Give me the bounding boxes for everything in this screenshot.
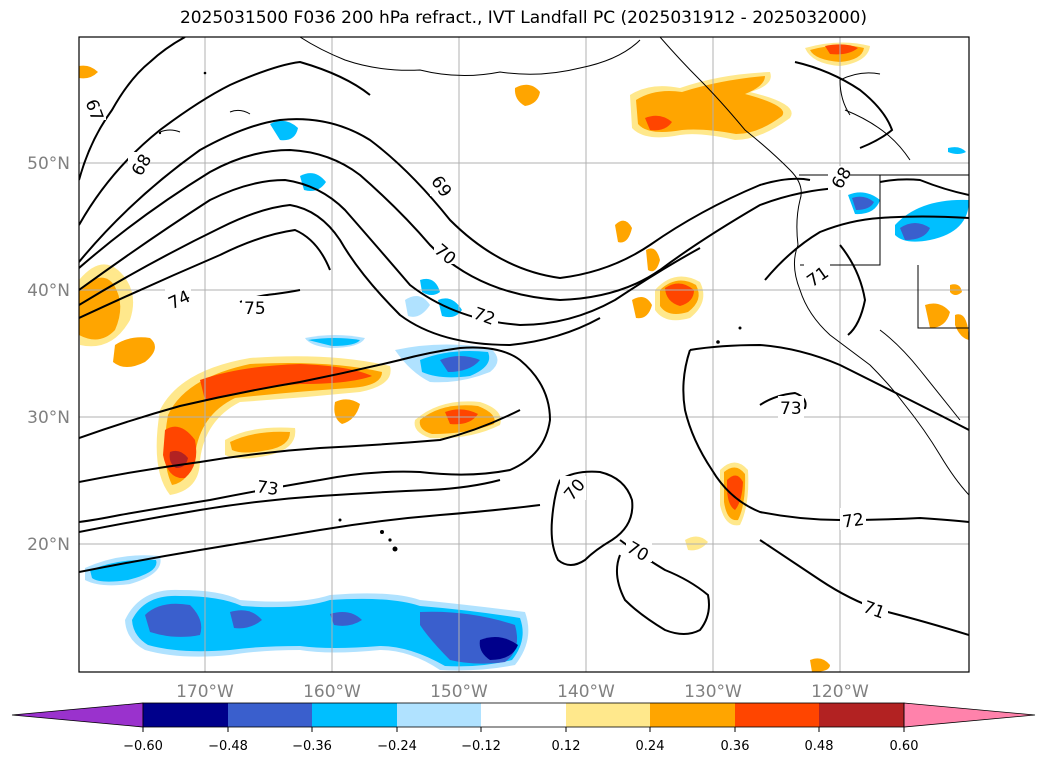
shade-positive [810,658,830,672]
colorbar-ticks [142,727,905,732]
shade-positive [685,536,708,551]
shade-positive [514,84,540,106]
shade-positive [334,399,360,424]
shade-negative [948,147,966,154]
lon-label-150w: 150°W [430,682,488,702]
lon-label-120w: 120°W [811,682,869,702]
map-frame [78,36,970,673]
shade-positive [230,431,290,453]
longitude-labels: 170°W 160°W 150°W 140°W 130°W 120°W [176,682,869,702]
shade-positive [925,303,950,328]
shade-negative [852,196,874,210]
colorbar-tick-label: 0.60 [890,739,919,754]
colorbar-tick-label: −0.48 [208,739,248,754]
colorbar-bin [397,703,481,727]
map-title: 2025031500 F036 200 hPa refract., IVT La… [179,8,867,28]
colorbar-bin [312,703,397,727]
lat-label-20n: 20°N [27,535,70,555]
colorbar-tick-label: −0.60 [123,739,163,754]
shade-positive [79,65,98,79]
contour-label: 73 [255,477,279,500]
colorbar-tick-label: 0.48 [805,739,834,754]
shade-positive [636,76,784,134]
colorbar-bin [143,703,228,727]
latitude-labels: 50°N 40°N 30°N 20°N [27,154,70,555]
colorbar-extend-low [11,702,144,728]
colorbar-bin [566,703,650,727]
shade-positive [615,220,632,243]
shade-negative [308,338,360,346]
shade-negative [270,120,298,141]
shade-negative [405,296,430,317]
lat-label-50n: 50°N [27,154,70,174]
lon-label-160w: 160°W [303,682,361,702]
lon-label-140w: 140°W [557,682,615,702]
lat-label-30n: 30°N [27,408,70,428]
shade-positive [645,115,672,131]
islands [158,71,742,552]
shade-negative [230,610,262,629]
shade-negative [900,223,930,240]
shade-negative [145,603,202,637]
contour-label: 72 [841,510,865,533]
shade-positive [646,248,660,272]
colorbar-tick-label: −0.36 [292,739,332,754]
colorbar-bin [819,703,904,727]
colorbar-extend-high [903,702,1036,728]
colorbar-tick-label: −0.12 [461,739,501,754]
shade-positive [113,337,155,367]
shade-negative [479,636,518,660]
colorbar-bin [228,703,312,727]
contour-label: 73 [780,399,802,419]
colorbar-tick-label: 0.24 [636,739,665,754]
colorbar: −0.60 −0.48 −0.36 −0.24 −0.12 0.12 0.24 … [11,702,1036,754]
colorbar-bin [735,703,819,727]
shade-positive [632,296,652,319]
colorbar-tick-label: −0.24 [377,739,417,754]
colorbar-bin [481,703,566,727]
lon-label-130w: 130°W [684,682,742,702]
colorbar-bin [650,703,735,727]
shade-positive [200,364,372,400]
shade-positive [955,314,969,340]
shade-negative [440,356,480,372]
shade-negative [90,559,157,582]
contour-label: 75 [244,299,266,319]
shade-negative [330,612,362,626]
lon-label-170w: 170°W [176,682,234,702]
shade-positive [825,44,858,55]
shade-negative [420,278,440,295]
colorbar-tick-label: 0.12 [552,739,581,754]
shade-negative [300,173,326,191]
colorbar-tick-label: 0.36 [721,739,750,754]
map-area [79,37,969,672]
lat-label-40n: 40°N [27,281,70,301]
shade-positive [665,283,694,306]
